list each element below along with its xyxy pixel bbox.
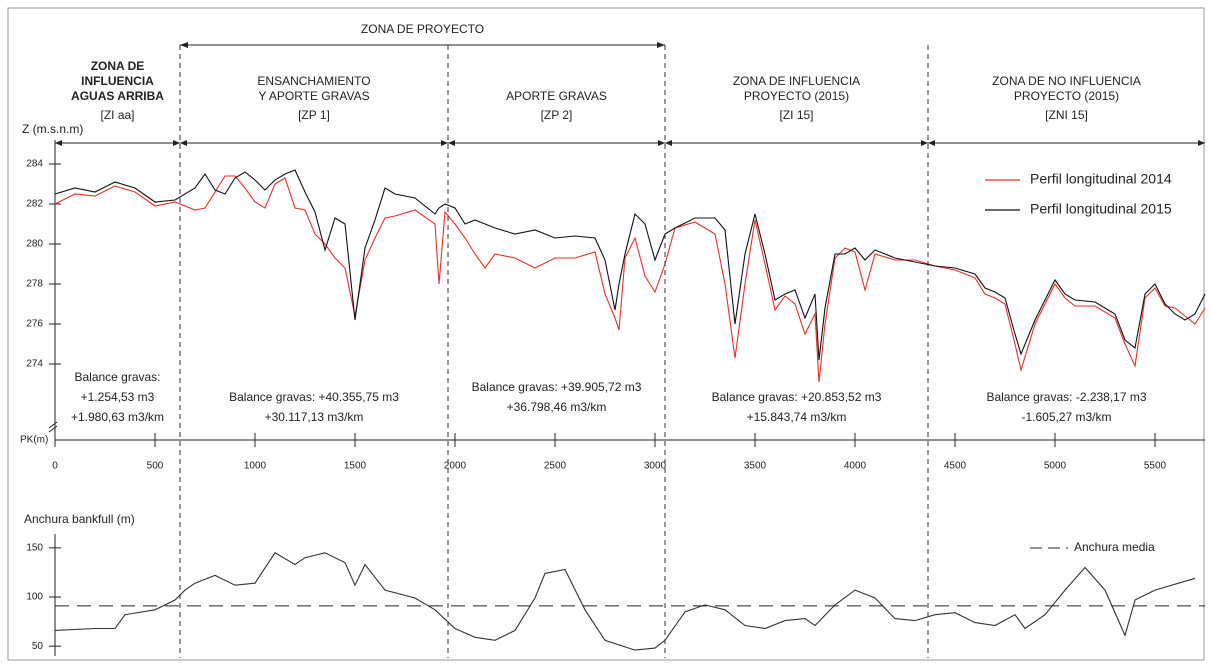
zone-title: APORTE GRAVAS: [506, 89, 607, 103]
legend-label: Anchura media: [1074, 540, 1155, 554]
zone-title: INFLUENCIA: [81, 74, 154, 88]
y-tick-label: 50: [32, 641, 44, 652]
y-tick-label: 280: [26, 239, 43, 250]
zone-code: [ZI 15]: [779, 108, 813, 122]
x-tick-label: 1000: [244, 461, 267, 472]
x-tick-label: 5500: [1144, 461, 1167, 472]
x-tick-label: 1500: [344, 461, 367, 472]
zone-title: Y APORTE GRAVAS: [258, 89, 369, 103]
x-tick-label: 0: [52, 461, 58, 472]
zone-balance: -1.605,27 m3/km: [1021, 410, 1111, 424]
frame: [7, 7, 1205, 661]
zone-balance: Balance gravas: +40.355,75 m3: [229, 390, 399, 404]
zone-title: PROYECTO (2015): [1014, 89, 1119, 103]
y-axis-label: Anchura bankfull (m): [24, 512, 135, 526]
zone-title: ZONA DE NO INFLUENCIA: [992, 74, 1141, 88]
legend-label: Perfil longitudinal 2015: [1030, 201, 1172, 217]
x-tick-label: 4500: [944, 461, 967, 472]
zone-code: [ZI aa]: [100, 108, 134, 122]
zone-balance: Balance gravas:: [74, 370, 160, 384]
y-tick-label: 150: [26, 542, 43, 553]
line-series: [54, 175, 1206, 383]
x-tick-label: 4000: [844, 461, 867, 472]
zone-code: [ZNI 15]: [1045, 108, 1088, 122]
legend-label: Perfil longitudinal 2014: [1030, 171, 1172, 187]
x-tick-label: 500: [147, 461, 164, 472]
x-axis-label: PK(m): [20, 435, 48, 446]
y-tick-label: 100: [26, 592, 43, 603]
line-series: [54, 552, 1196, 651]
line-series: [54, 169, 1206, 361]
axis-break: [48, 421, 58, 433]
zone-balance: +30.117,13 m3/km: [265, 410, 364, 424]
y-axis-label: Z (m.s.n.m): [22, 122, 83, 136]
zone-title: PROYECTO (2015): [744, 89, 849, 103]
zone-code: [ZP 2]: [541, 108, 573, 122]
y-tick-label: 276: [26, 319, 43, 330]
y-tick-label: 278: [26, 279, 43, 290]
project-zone-label: ZONA DE PROYECTO: [361, 22, 484, 36]
y-tick-label: 284: [26, 159, 43, 170]
zone-balance: Balance gravas: +20.853,52 m3: [712, 390, 882, 404]
zone-balance: +15.843,74 m3/km: [747, 410, 847, 424]
zone-title: ZONA DE INFLUENCIA: [733, 74, 860, 88]
zone-balance: +1.980,63 m3/km: [71, 410, 164, 424]
zone-title: AGUAS ARRIBA: [71, 89, 164, 103]
x-tick-label: 2500: [544, 461, 567, 472]
zone-title: ZONA DE: [91, 59, 145, 73]
x-tick-label: 3500: [744, 461, 767, 472]
zone-title: ENSANCHAMIENTO: [257, 74, 370, 88]
zone-balance: +1.254,53 m3: [81, 390, 155, 404]
x-tick-label: 3000: [644, 461, 667, 472]
zone-balance: Balance gravas: -2.238,17 m3: [986, 390, 1146, 404]
y-tick-label: 282: [26, 199, 43, 210]
y-tick-label: 274: [26, 359, 43, 370]
zone-balance: Balance gravas: +39.905,72 m3: [472, 380, 642, 394]
x-tick-label: 2000: [444, 461, 467, 472]
x-tick-label: 5000: [1044, 461, 1067, 472]
zone-balance: +36.798,46 m3/km: [507, 400, 607, 414]
zone-code: [ZP 1]: [298, 108, 330, 122]
